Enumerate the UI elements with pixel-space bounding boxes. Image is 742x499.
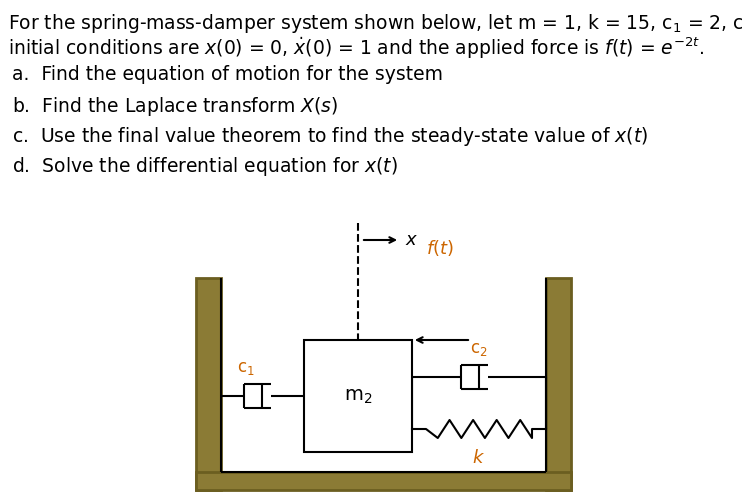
Text: d.  Solve the differential equation for $x$($t$): d. Solve the differential equation for $…: [12, 155, 398, 178]
Bar: [546, 278, 571, 490]
Text: For the spring-mass-damper system shown below, let m = 1, k = 15, c$_1$ = 2, c$_: For the spring-mass-damper system shown …: [8, 12, 742, 35]
Bar: [196, 278, 221, 490]
Text: c$_1$: c$_1$: [237, 359, 255, 377]
Bar: [221, 278, 546, 472]
Text: c$_2$: c$_2$: [470, 340, 487, 358]
Text: initial conditions are $x$(0) = 0, $\dot{x}$(0) = 1 and the applied force is $f$: initial conditions are $x$(0) = 0, $\dot…: [8, 35, 704, 60]
Text: $k$: $k$: [473, 449, 485, 467]
Text: c.  Use the final value theorem to find the steady-state value of $x$($t$): c. Use the final value theorem to find t…: [12, 125, 649, 148]
Text: b.  Find the Laplace transform $X$($s$): b. Find the Laplace transform $X$($s$): [12, 95, 338, 118]
Text: $f(t)$: $f(t)$: [426, 238, 454, 258]
Bar: [304, 340, 412, 452]
Text: a.  Find the equation of motion for the system: a. Find the equation of motion for the s…: [12, 65, 443, 84]
Text: $x$: $x$: [405, 231, 418, 249]
Bar: [196, 472, 571, 490]
Text: m$_2$: m$_2$: [344, 387, 372, 406]
